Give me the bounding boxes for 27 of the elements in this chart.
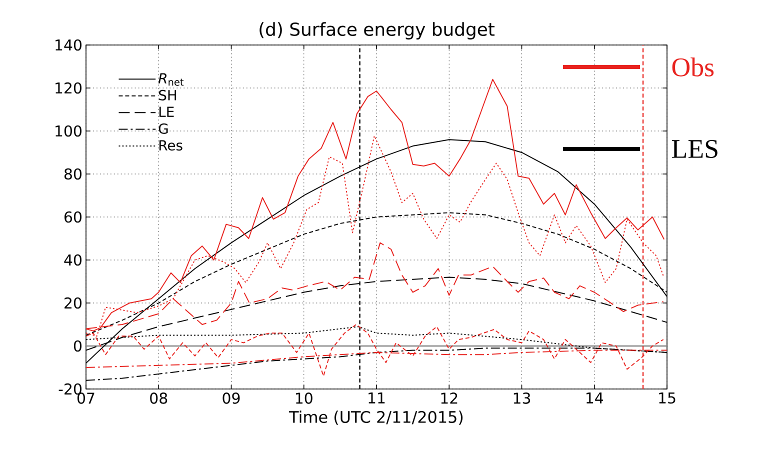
y-tick-label: 0	[74, 340, 82, 352]
x-tick-label: 11	[368, 392, 385, 404]
chart-title: (d) Surface energy budget	[260, 22, 495, 40]
x-tick-label: 15	[659, 392, 676, 404]
x-axis-title: Time (UTC 2/11/2015)	[289, 410, 463, 425]
x-tick-label: 13	[514, 392, 530, 404]
y-tick-label: 20	[64, 297, 82, 309]
x-tick-label: 09	[222, 392, 240, 404]
y-tick-label: 140	[56, 39, 82, 51]
y-tick-label: 100	[56, 125, 82, 137]
legend-label: LE	[159, 106, 174, 117]
y-tick-label: 120	[56, 82, 82, 94]
x-tick-label: 14	[586, 392, 604, 404]
x-tick-label: 07	[77, 392, 94, 404]
x-tick-label: 12	[441, 392, 458, 404]
text: LES	[672, 140, 718, 158]
text: Obs	[672, 58, 714, 76]
legend-label: G	[158, 123, 168, 134]
y-tick-label: 40	[64, 254, 82, 266]
legend-label: Res	[159, 140, 182, 151]
legend-label: SH	[159, 90, 176, 100]
x-tick-label: 10	[296, 392, 312, 404]
legend-label: R$_{net}$	[158, 73, 184, 86]
y-tick-label: -20	[58, 383, 82, 395]
y-tick-label: 60	[64, 211, 82, 223]
x-tick-label: 08	[150, 392, 168, 404]
y-tick-label: 80	[64, 168, 82, 180]
